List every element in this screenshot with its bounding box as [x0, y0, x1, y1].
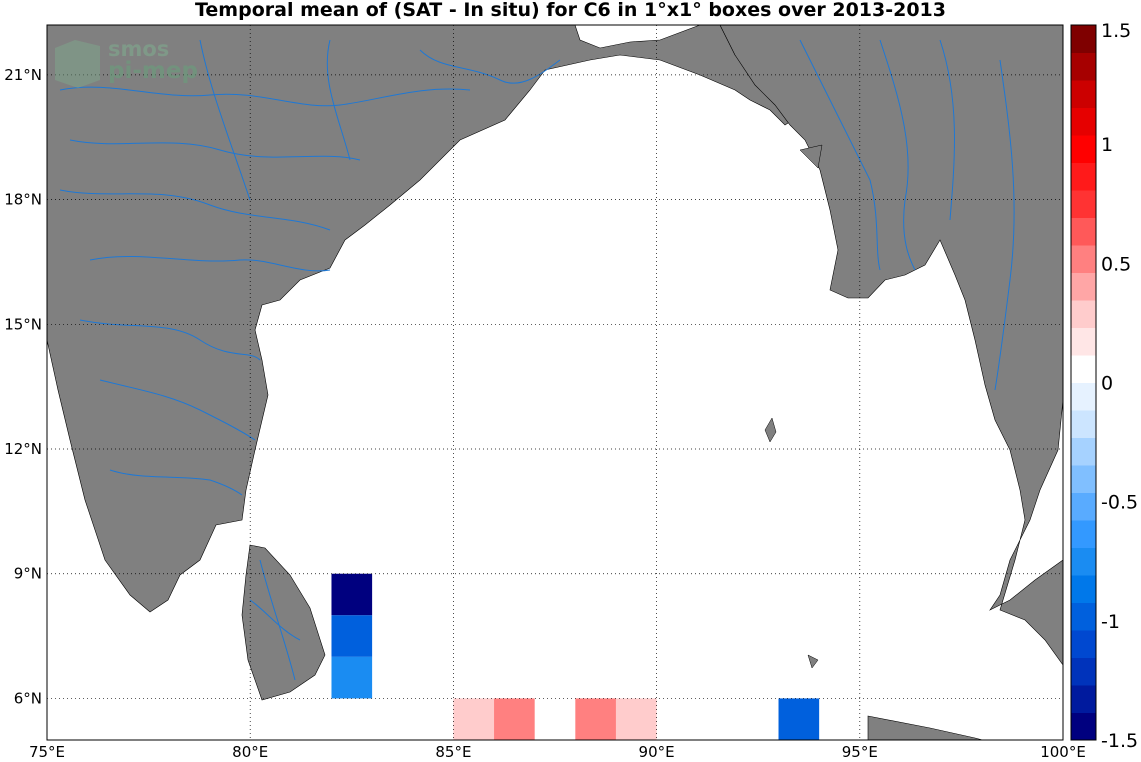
land-myanmar: [719, 25, 1063, 666]
colorbar-segment-16: [1071, 272, 1096, 301]
colorbar-segment-9: [1071, 465, 1096, 493]
lon-tick-label-0: 75°E: [29, 743, 65, 761]
heatmap-cell-4: [494, 698, 535, 740]
lat-tick-label-4: 18°N: [4, 191, 42, 209]
land-car-nicobar: [807, 654, 819, 669]
latitude-tick-labels: 6°N 9°N 12°N 15°N 18°N 21°N: [4, 66, 42, 708]
land-bangladesh-island: [799, 144, 823, 169]
colorbar-tick-labels: 1.5 1 0.5 0 -0.5 -1 -1.5: [1101, 20, 1138, 752]
colorbar-segment-2: [1071, 657, 1096, 686]
colorbar-segment-23: [1071, 80, 1096, 108]
heatmap-cell-3: [453, 698, 495, 740]
colorbar-tick-label-0: 1.5: [1101, 20, 1131, 42]
land-sri-lanka: [241, 544, 326, 701]
colorbar-tick-label-3: 0: [1101, 373, 1113, 395]
map-content: [47, 25, 1063, 740]
heatmap-cells: [331, 573, 820, 740]
heatmap-cell-6: [615, 698, 657, 740]
colorbar-segment-1: [1071, 685, 1096, 713]
logo-line2: pi-mep: [108, 58, 198, 84]
colorbar-segment-22: [1071, 107, 1096, 136]
colorbar-tick-label-1: 1: [1101, 134, 1113, 156]
colorbar-segment-17: [1071, 245, 1096, 273]
colorbar-segment-15: [1071, 300, 1096, 328]
colorbar-segment-21: [1071, 135, 1096, 163]
colorbar-segment-25: [1071, 25, 1096, 53]
colorbar-segment-3: [1071, 630, 1096, 658]
lon-tick-label-1: 80°E: [232, 743, 268, 761]
colorbar-segment-8: [1071, 492, 1096, 521]
lat-tick-label-1: 9°N: [14, 565, 42, 583]
colorbar-segment-0: [1071, 712, 1096, 741]
colorbar-segment-12: [1071, 382, 1096, 411]
lon-tick-label-4: 95°E: [842, 743, 878, 761]
lat-tick-label-5: 21°N: [4, 66, 42, 84]
longitude-tick-labels: 75°E 80°E 85°E 90°E 95°E 100°E: [29, 743, 1086, 761]
heatmap-cell-5: [575, 698, 616, 740]
land-sumatra: [867, 715, 984, 740]
lat-tick-label-3: 15°N: [4, 315, 42, 333]
colorbar-segment-6: [1071, 547, 1096, 576]
colorbar-segment-4: [1071, 602, 1096, 631]
rivers: [59, 39, 1015, 681]
colorbar-segment-11: [1071, 410, 1096, 438]
map-frame: [46, 24, 1064, 741]
colorbar-segment-14: [1071, 327, 1096, 356]
lon-tick-label-2: 85°E: [435, 743, 471, 761]
colorbar: [1071, 25, 1096, 741]
colorbar-segment-20: [1071, 162, 1096, 191]
lat-tick-label-2: 12°N: [4, 440, 42, 458]
chart-title: Temporal mean of (SAT - In situ) for C6 …: [194, 0, 946, 21]
heatmap-cell-2: [331, 656, 373, 699]
colorbar-frame: [1070, 24, 1097, 741]
lat-tick-label-0: 6°N: [14, 689, 42, 707]
graticule: [47, 25, 1063, 740]
logo-line1: smos: [108, 37, 169, 61]
colorbar-segment-7: [1071, 520, 1096, 548]
heatmap-cell-7: [778, 698, 820, 740]
colorbar-tick-label-4: -0.5: [1101, 492, 1138, 514]
colorbar-segment-19: [1071, 190, 1096, 218]
colorbar-segment-18: [1071, 217, 1096, 246]
colorbar-tick-label-2: 0.5: [1101, 253, 1131, 275]
land-andaman: [764, 417, 777, 443]
heatmap-cell-0: [331, 573, 373, 616]
colorbar-tick-label-5: -1: [1101, 611, 1120, 633]
colorbar-tick-label-6: -1.5: [1101, 730, 1138, 752]
colorbar-segment-24: [1071, 52, 1096, 81]
colorbar-segment-13: [1071, 355, 1096, 383]
lon-tick-label-5: 100°E: [1040, 743, 1086, 761]
smos-pi-mep-logo: smos pi-mep: [55, 37, 198, 88]
heatmap-cell-1: [331, 615, 373, 657]
lon-tick-label-3: 90°E: [639, 743, 675, 761]
colorbar-segment-10: [1071, 437, 1096, 466]
colorbar-segment-5: [1071, 575, 1096, 603]
